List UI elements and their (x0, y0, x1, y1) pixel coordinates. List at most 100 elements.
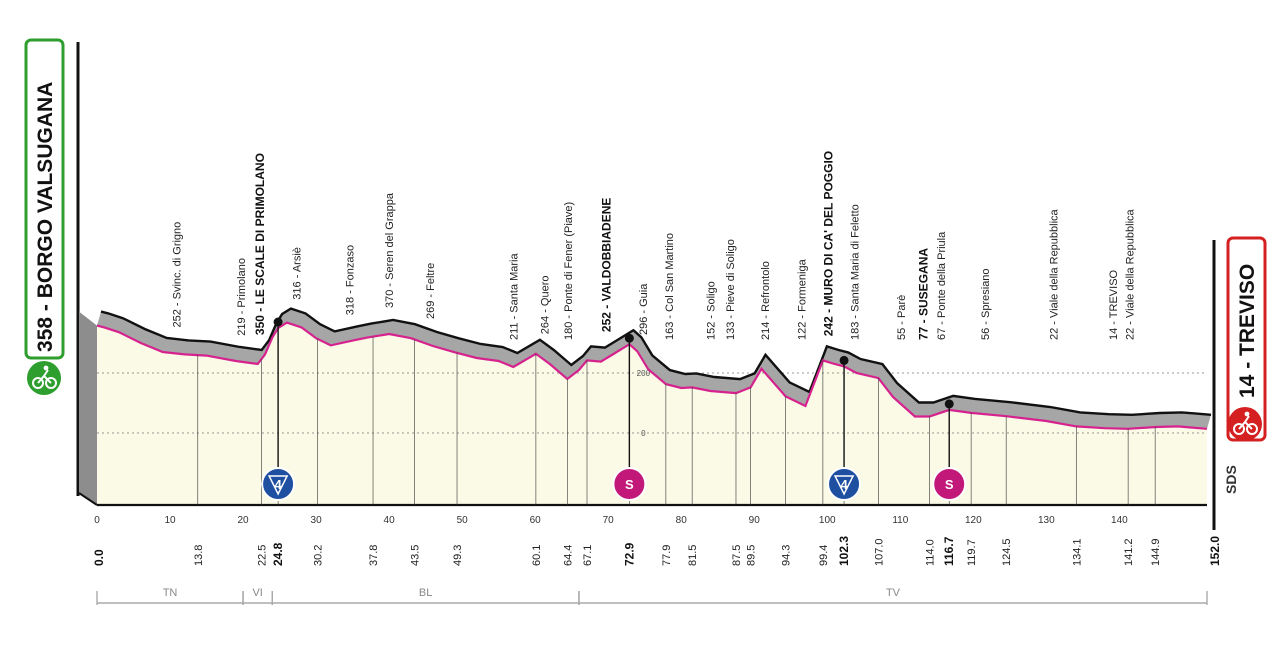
location-label: 152 - Soligo (705, 281, 717, 340)
location-label: 180 - Ponte di Fener (Piave) (563, 202, 575, 340)
km-mark-label: 43.5 (410, 545, 422, 566)
location-label: 252 - Svinc. di Grigno (172, 222, 184, 328)
elevation-tick-label: 0 (641, 429, 646, 438)
km-mark-label: 87.5 (731, 545, 743, 566)
climb-sprint-markers: 4 S 4 S (261, 317, 967, 501)
start-km-label: 0.0 (92, 549, 106, 566)
location-label: 269 - Feltre (425, 263, 437, 319)
location-label: 77 - SUSEGANA (917, 248, 931, 340)
location-label: 318 - Fonzaso (345, 245, 357, 315)
location-label: 211 - Santa Maria (508, 252, 520, 340)
km-mark-label: 49.3 (452, 545, 464, 566)
km-mark-label: 116.7 (942, 536, 956, 566)
x-tick-label: 70 (603, 515, 615, 526)
sprint-label: S (625, 477, 634, 492)
sprint-badge-icon (932, 467, 967, 501)
km-mark-label: 64.4 (562, 545, 574, 566)
x-tick-label: 40 (384, 515, 396, 526)
location-label: 252 - VALDOBBIADENE (600, 198, 614, 332)
location-label: 242 - MURO DI CA' DEL POGGIO (822, 151, 836, 336)
start-banner: 358 - BORGO VALSUGANA (24, 38, 65, 395)
x-tick-label: 20 (237, 515, 249, 526)
elevation-profile (78, 307, 1212, 507)
climb-triangle-icon (267, 475, 289, 496)
location-label: 22 - Viale della Repubblica (1125, 208, 1137, 340)
km-mark-label: 22.5 (256, 545, 268, 566)
location-label: 163 - Col San Martino (664, 233, 676, 340)
region-label: TV (886, 587, 901, 599)
sprint-label: S (945, 477, 954, 492)
location-label: 14 - TREVISO (1108, 269, 1120, 340)
location-label: 264 - Quero (540, 275, 552, 334)
km-mark-label: 144.9 (1150, 538, 1162, 566)
finish-km-label: 152.0 (1208, 536, 1222, 566)
location-labels: 252 - Svinc. di Grigno 219 - Primolano 350… (172, 151, 1137, 340)
km-mark-label: 107.0 (873, 538, 885, 566)
profile-surface (97, 308, 1211, 429)
km-mark-label: 89.5 (746, 545, 758, 566)
location-label: 370 - Seren del Grappa (384, 192, 396, 308)
region-label: BL (419, 587, 432, 599)
x-tick-label: 140 (1111, 515, 1128, 526)
km-mark-label: 124.5 (1001, 538, 1013, 566)
location-label: 67 - Ponte della Priula (936, 231, 948, 340)
x-tick-label: 100 (819, 515, 836, 526)
climb-triangle-icon (833, 475, 855, 496)
finish-banner: 14 - TREVISO (1226, 236, 1267, 442)
km-mark-label: 81.5 (687, 545, 699, 566)
finish-label: 14 - TREVISO (1236, 264, 1259, 398)
location-label: 122 - Formeniga (797, 258, 809, 340)
x-tick-label: 130 (1038, 515, 1055, 526)
km-mark-label: 119.7 (966, 539, 978, 566)
finish-cyclist-icon (1228, 407, 1262, 441)
marker-dot (839, 355, 849, 365)
climb-category-label: 4 (274, 477, 282, 492)
km-mark-label: 134.1 (1071, 538, 1083, 566)
x-tick-label: 10 (164, 515, 176, 526)
start-cyclist-icon (27, 361, 61, 395)
location-label: 296 - Guia (638, 283, 650, 335)
profile-base-edge (78, 492, 98, 506)
profile-start-wall (79, 311, 97, 505)
climb-category-label: 4 (840, 477, 848, 492)
start-banner-frame (24, 38, 65, 360)
km-mark-label: 99.4 (818, 545, 830, 566)
location-label: 56 - Spresiano (980, 268, 992, 340)
km-mark-label: 13.8 (193, 545, 205, 566)
km-axis: 0 10 20 30 40 50 60 70 80 90 100 110 120 130 140 0.0 152… (92, 515, 1222, 566)
marker-dot (624, 333, 634, 343)
marker-dot (944, 399, 954, 409)
location-label: 316 - Arsiè (291, 247, 303, 300)
km-mark-label: 24.8 (271, 542, 285, 566)
km-mark-label: 37.8 (368, 545, 380, 566)
region-label: VI (252, 587, 262, 599)
location-label: 214 - Refrontolo (760, 261, 772, 340)
km-mark-label: 114.0 (925, 539, 937, 566)
x-tick-label: 50 (457, 515, 469, 526)
location-label: 350 - LE SCALE DI PRIMOLANO (253, 153, 267, 335)
region-strip: TN VI BL TV (96, 587, 1208, 605)
marker-dot (273, 317, 283, 327)
km-mark-label: 94.3 (781, 545, 793, 566)
road-line (96, 321, 1208, 430)
km-mark-label: 67.1 (582, 545, 594, 566)
location-label: 133 - Pieve di Soligo (725, 239, 737, 340)
km-mark-label: 77.9 (661, 545, 673, 566)
location-label: 219 - Primolano (236, 258, 248, 336)
km-mark-label: 60.1 (531, 545, 543, 566)
sprint-badge-icon (612, 467, 647, 501)
km-mark-label: 141.2 (1123, 538, 1135, 566)
x-tick-label: 60 (530, 515, 542, 526)
elevation-tick-label: 200 (637, 369, 651, 378)
location-label: 22 - Viale della Repubblica (1049, 208, 1061, 340)
x-tick-label: 30 (311, 515, 323, 526)
x-tick-label: 80 (676, 515, 688, 526)
x-tick-label: 0 (94, 515, 100, 526)
km-mark-label: 102.3 (837, 536, 851, 566)
region-label: TN (163, 587, 178, 599)
km-mark-label: 30.2 (313, 545, 325, 566)
start-label: 358 - BORGO VALSUGANA (34, 82, 57, 352)
km-mark-label: 72.9 (622, 542, 636, 566)
x-tick-label: 120 (965, 515, 982, 526)
